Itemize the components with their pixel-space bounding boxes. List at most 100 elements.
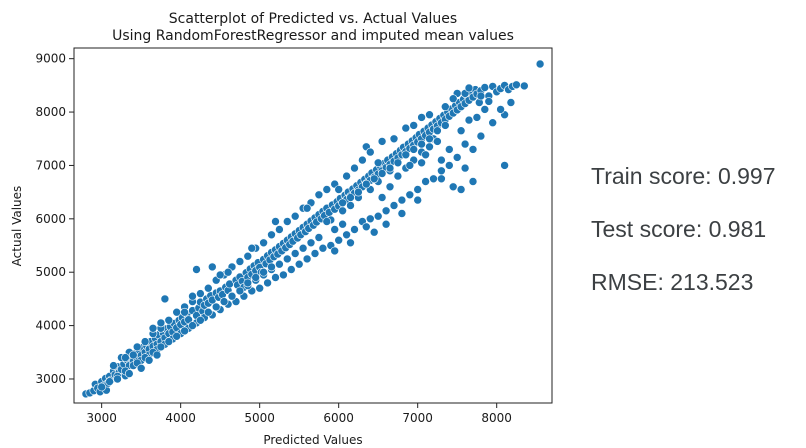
scatter-point [259, 267, 268, 277]
scatter-point [251, 273, 260, 282]
scatter-point [227, 291, 237, 301]
scatter-point [512, 80, 521, 90]
scatter-point [385, 182, 395, 192]
chart-subtitle: Using RandomForestRegressor and imputed … [112, 28, 514, 44]
scatter-point [172, 331, 181, 341]
scatter-point [263, 278, 272, 288]
scatter-point [302, 254, 312, 264]
scatter-point [215, 270, 225, 280]
scatter-point [405, 190, 415, 200]
scatter-point [208, 262, 217, 272]
scatter-point [140, 337, 150, 346]
scatter-point [219, 297, 229, 306]
scatter-point [338, 206, 347, 216]
scatter-point [456, 185, 466, 194]
y-tick-label: 9000 [35, 52, 66, 66]
scatter-point [243, 278, 253, 288]
scatter-point [180, 307, 189, 317]
scatter-point [413, 195, 423, 205]
x-tick-label: 4000 [165, 411, 196, 425]
scatter-point [247, 243, 257, 253]
scatter-point [397, 195, 407, 205]
scatter-point [204, 307, 213, 317]
scatter-point [425, 134, 434, 144]
y-tick-label: 7000 [35, 158, 66, 172]
scatter-point [235, 257, 245, 266]
scatter-point [389, 134, 399, 144]
scatter-point [484, 97, 494, 106]
scatter-point [377, 193, 387, 202]
scatter-point [425, 110, 434, 119]
scatter-point [373, 158, 383, 168]
scatter-point [342, 171, 351, 181]
scatter-point [535, 59, 545, 69]
scatter-point [113, 374, 122, 384]
scatter-point [350, 225, 359, 234]
scatter-point [464, 83, 474, 93]
scatter-point [338, 198, 347, 208]
scatter-point [314, 190, 324, 200]
scatter-point [282, 217, 292, 226]
scatter-point [354, 187, 363, 197]
y-axis-label: Actual Values [10, 186, 24, 267]
scatter-point [105, 377, 114, 386]
scatter-point [322, 185, 332, 194]
scatter-point [444, 145, 454, 154]
scatter-point [267, 262, 276, 272]
x-axis-label: Predicted Values [263, 433, 362, 447]
scatter-point [346, 193, 355, 202]
scatter-point [506, 98, 516, 107]
scatter-point [172, 307, 181, 317]
scatter-point [338, 219, 347, 229]
scatter-point [433, 137, 442, 146]
scatter-point [437, 174, 446, 184]
scatter-point [188, 291, 197, 301]
scatter-point [298, 243, 308, 253]
scatter-point [456, 126, 466, 135]
scatter-point [180, 326, 189, 336]
x-tick-label: 3000 [86, 411, 117, 425]
scatter-point [132, 342, 142, 352]
scatter-point [480, 105, 490, 114]
scatter-point [429, 174, 438, 184]
scatter-point [417, 158, 426, 168]
y-tick-label: 8000 [35, 105, 66, 119]
scatter-point [413, 185, 423, 194]
scatter-point [129, 350, 138, 360]
scatter-point [204, 283, 213, 293]
scatter-point [464, 115, 474, 125]
scatter-point [184, 315, 193, 325]
x-tick-label: 6000 [323, 411, 354, 425]
y-tick-label: 4000 [35, 319, 66, 333]
scatter-point [519, 81, 529, 91]
x-tick-label: 5000 [244, 411, 275, 425]
scatter-point [385, 163, 395, 173]
scatter-points [81, 59, 545, 399]
scatter-point [480, 83, 490, 92]
scatter-point [259, 238, 268, 248]
scatter-point [417, 113, 426, 122]
scatter-point [196, 315, 205, 325]
x-tick-label: 7000 [402, 411, 433, 425]
scatter-point [192, 265, 201, 274]
scatter-point [381, 219, 391, 229]
scatter-point [460, 139, 470, 149]
scatter-point [440, 102, 450, 111]
y-tick-label: 6000 [35, 212, 66, 226]
scatter-point [460, 163, 470, 173]
scatter-point [444, 161, 454, 170]
scatter-point [401, 150, 411, 160]
scatter-point [330, 225, 340, 234]
scatter-point [164, 337, 174, 346]
scatter-point [164, 315, 174, 325]
scatter-point [267, 230, 276, 240]
scatter-point [369, 227, 379, 237]
scatter-point [440, 121, 450, 130]
scatter-point [365, 214, 375, 224]
scatter-point [223, 267, 233, 277]
scatter-point [448, 94, 458, 103]
scatter-point [409, 121, 419, 130]
chart-title: Scatterplot of Predicted vs. Actual Valu… [169, 11, 457, 27]
scatter-point [334, 185, 344, 194]
